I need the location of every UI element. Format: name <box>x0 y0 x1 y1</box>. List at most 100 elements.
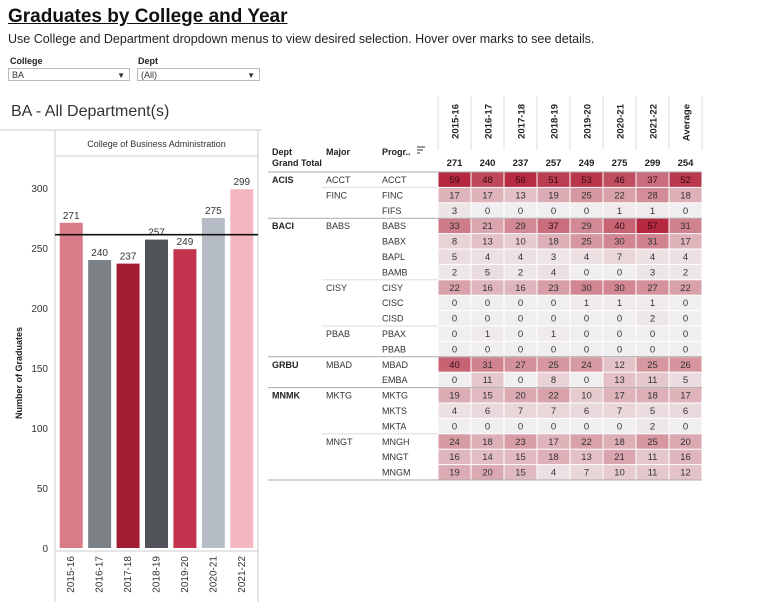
heat-cell <box>669 172 702 187</box>
heat-cell <box>438 465 471 480</box>
bar-chart: College of Business Administration 0 50 100… <box>0 129 262 602</box>
heat-cell <box>504 187 537 203</box>
heat-cell-value: 18 <box>482 437 493 448</box>
heat-cell <box>636 418 669 434</box>
heat-cell-value: 0 <box>485 206 490 217</box>
heat-cell <box>471 187 504 203</box>
heat-cell <box>570 264 603 280</box>
heat-cell <box>570 341 603 357</box>
heat-cell-value: 30 <box>581 283 592 294</box>
triangle-down-icon: ▼ <box>247 71 255 80</box>
heat-cell <box>669 249 702 264</box>
chart-title: College of Business Administration <box>87 139 226 149</box>
grand-total-value: 299 <box>645 158 661 169</box>
heat-cell <box>570 249 603 264</box>
college-dropdown-value: BA <box>12 70 25 80</box>
heat-cell <box>537 203 570 218</box>
heat-cell <box>537 449 570 465</box>
grand-total-label: Grand Total <box>272 158 322 168</box>
heat-cell-value: 25 <box>581 190 592 201</box>
heat-cell <box>504 280 537 295</box>
heat-cell-value: 1 <box>551 329 556 340</box>
dept-dropdown[interactable]: (All) ▼ <box>137 68 260 81</box>
heat-cell-value: 46 <box>614 175 625 186</box>
heat-cell-value: 0 <box>683 421 688 432</box>
heat-cell <box>636 465 669 480</box>
heat-cell-value: 6 <box>683 406 688 417</box>
heat-cell-value: 7 <box>617 406 622 417</box>
heat-cell-value: 8 <box>452 237 457 248</box>
heat-cell <box>570 295 603 311</box>
heat-cell <box>504 418 537 434</box>
program-label: CISY <box>382 283 403 293</box>
heat-cell-value: 0 <box>485 314 490 325</box>
heat-cell <box>438 434 471 449</box>
bar <box>59 222 83 549</box>
heat-cell-value: 27 <box>515 360 526 371</box>
y-tick-label: 250 <box>31 244 48 255</box>
heat-cell <box>537 434 570 449</box>
heat-cell-value: 22 <box>581 437 592 448</box>
heat-cell <box>636 372 669 388</box>
year-column-header: 2016-17 <box>484 104 495 139</box>
heat-cell <box>570 218 603 234</box>
heat-cell-value: 10 <box>614 468 625 479</box>
heat-cell <box>471 172 504 187</box>
heat-cell <box>471 280 504 295</box>
heat-cell-value: 0 <box>518 344 523 355</box>
major-label: MBAD <box>326 360 353 370</box>
x-tick-label: 2018-19 <box>152 556 163 593</box>
heat-cell <box>636 434 669 449</box>
grand-total-value: 257 <box>546 158 562 169</box>
heat-cell <box>504 341 537 357</box>
y-tick-label: 300 <box>31 184 48 195</box>
dept-label: BACI <box>272 221 294 231</box>
bar <box>88 260 112 548</box>
heat-cell-value: 30 <box>614 283 625 294</box>
major-label: FINC <box>326 190 347 200</box>
heat-cell <box>603 388 636 403</box>
grand-total-value: 237 <box>513 158 529 169</box>
heat-cell <box>471 326 504 341</box>
heat-cell-value: 18 <box>614 437 625 448</box>
heat-cell-value: 59 <box>449 175 460 186</box>
year-column-header: 2021-22 <box>649 104 660 139</box>
heat-cell <box>438 326 471 341</box>
heat-cell-value: 11 <box>648 375 658 386</box>
heat-cell-value: 1 <box>617 298 622 309</box>
heat-cell <box>504 172 537 187</box>
heat-cell-value: 25 <box>647 360 658 371</box>
heat-cell-value: 10 <box>515 237 526 248</box>
heat-cell <box>504 295 537 311</box>
heat-cell-value: 0 <box>551 421 556 432</box>
heat-cell <box>471 203 504 218</box>
heat-cell-value: 29 <box>581 221 592 232</box>
page-subtitle: Use College and Department dropdown menu… <box>8 32 595 46</box>
heat-cell <box>603 341 636 357</box>
heat-cell-value: 3 <box>551 252 556 263</box>
year-column-header: 2020-21 <box>616 103 627 139</box>
x-tick-label: 2017-18 <box>123 556 134 593</box>
heat-cell <box>636 341 669 357</box>
heat-cell-value: 18 <box>647 391 658 402</box>
heat-cell <box>570 187 603 203</box>
heat-cell-value: 0 <box>452 329 457 340</box>
college-dropdown[interactable]: BA ▼ <box>8 68 130 81</box>
heat-cell-value: 17 <box>449 190 460 201</box>
heat-cell <box>438 187 471 203</box>
heat-cell <box>471 234 504 249</box>
bar <box>145 239 168 548</box>
heat-cell-value: 2 <box>650 314 655 325</box>
heat-cell-value: 0 <box>650 344 655 355</box>
heat-cell <box>471 341 504 357</box>
heat-cell-value: 0 <box>551 344 556 355</box>
heat-cell <box>537 388 570 403</box>
heat-cell-value: 5 <box>683 375 688 386</box>
heatmap-table: 2015-16 2016-17 2017-18 2018-19 2019-20 2020-… <box>268 96 703 481</box>
heat-cell <box>504 434 537 449</box>
heat-cell-value: 13 <box>581 452 592 463</box>
program-label: FINC <box>382 190 403 200</box>
heat-cell-value: 4 <box>683 252 688 263</box>
heat-cell <box>669 434 702 449</box>
sort-icon[interactable] <box>417 146 425 154</box>
